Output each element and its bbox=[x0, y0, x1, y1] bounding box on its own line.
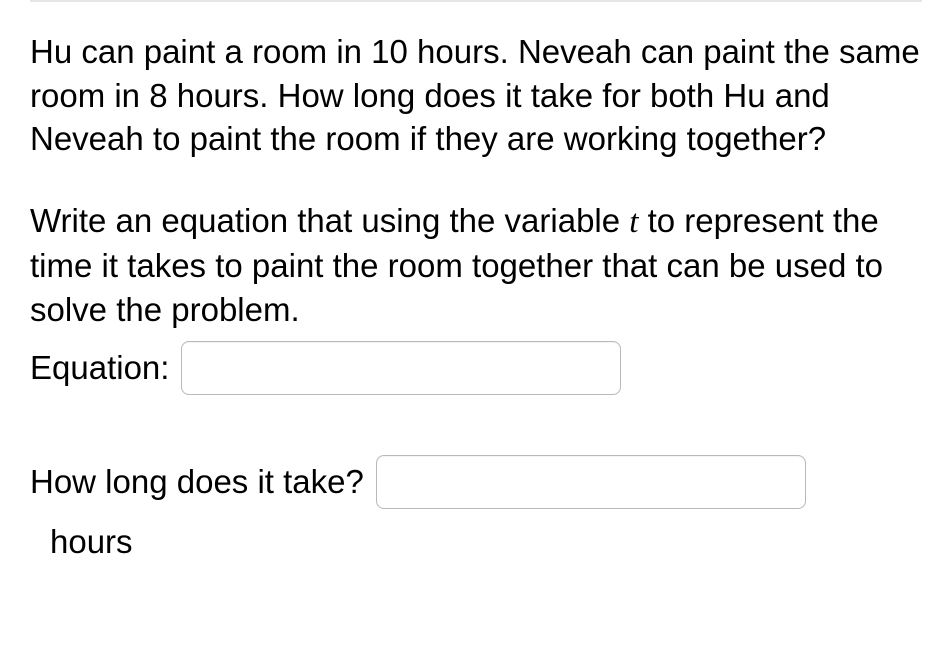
equation-input[interactable] bbox=[181, 341, 621, 395]
howlong-unit: hours bbox=[50, 523, 922, 561]
equation-label: Equation: bbox=[30, 349, 169, 387]
divider bbox=[30, 0, 922, 2]
instruction-text: Write an equation that using the variabl… bbox=[30, 199, 922, 332]
equation-row: Equation: bbox=[30, 341, 922, 395]
howlong-row: How long does it take? bbox=[30, 455, 922, 509]
instruction-pre: Write an equation that using the variabl… bbox=[30, 202, 629, 239]
problem-text: Hu can paint a room in 10 hours. Neveah … bbox=[30, 30, 922, 161]
howlong-input[interactable] bbox=[376, 455, 806, 509]
howlong-label: How long does it take? bbox=[30, 463, 364, 501]
